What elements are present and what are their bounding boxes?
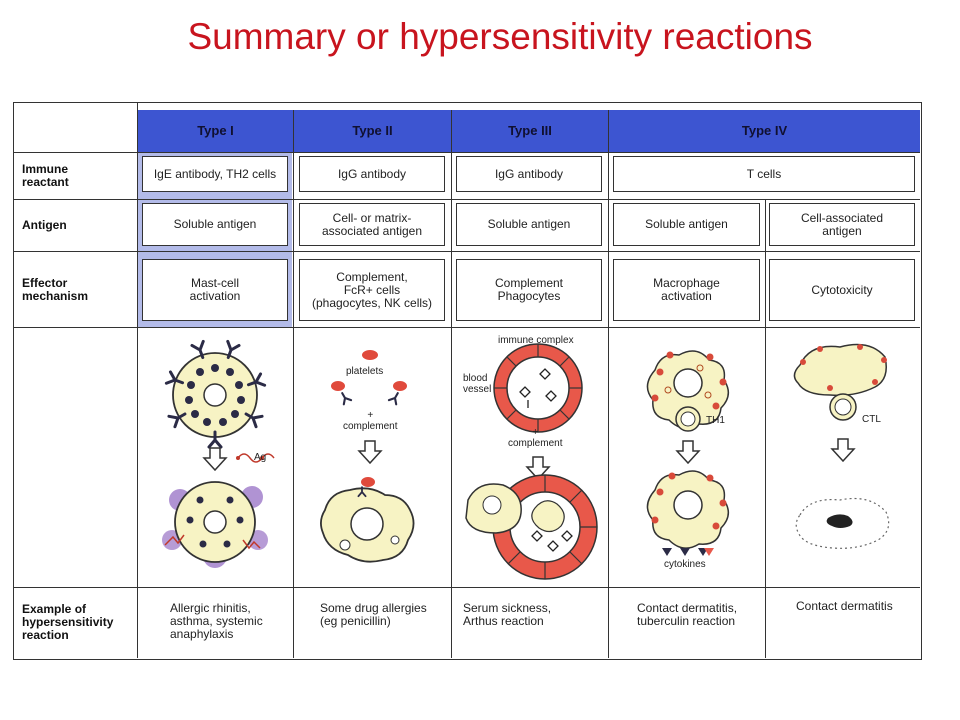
effector-type-iii: Complement Phagocytes <box>456 259 602 321</box>
th1-label: TH1 <box>706 415 725 426</box>
column-header-type-iv: Type IV <box>608 110 920 152</box>
page-title: Summary or hypersensitivity reactions <box>187 16 813 57</box>
example-type-iv-contact: Contact dermatitis, tuberculin reaction <box>637 601 738 628</box>
blood-vessel-icon <box>493 343 583 433</box>
example-type-i: Allergic rhinitis, asthma, systemic anap… <box>170 601 263 641</box>
row-label-effector: Effector mechanism <box>22 276 89 303</box>
column-divider <box>608 110 609 658</box>
cytokine-triangles <box>662 548 714 556</box>
row-divider <box>13 327 920 328</box>
immune-reactant-type-iv: T cells <box>613 156 915 192</box>
target-cell-ctl-icon <box>793 343 887 421</box>
row-label-immune-reactant: Immune reactant <box>22 162 69 189</box>
column-header-type-iii: Type III <box>451 110 608 152</box>
degranulated-mast-cell-icon <box>162 481 268 568</box>
immune-reactant-type-i: IgE antibody, TH2 cells <box>142 156 288 192</box>
example-type-iii: Serum sickness, Arthus reaction <box>463 601 552 628</box>
antigen-type-i: Soluble antigen <box>142 203 288 246</box>
row-label-example: Example of hypersensitivity reaction <box>22 602 114 642</box>
row-divider <box>13 587 920 588</box>
antigen-type-iii: Soluble antigen <box>456 203 602 246</box>
platelets-label: platelets <box>346 366 384 377</box>
example-type-iv-contact-dermatitis: Contact dermatitis <box>796 599 893 613</box>
macrophage-icon <box>646 350 730 432</box>
mast-cell-icon <box>164 339 267 449</box>
effector-type-iv-macrophage: Macrophage activation <box>613 259 760 321</box>
row-divider <box>13 251 920 252</box>
column-header-type-i: Type I <box>137 110 293 152</box>
ctl-label: CTL <box>862 414 881 425</box>
example-type-ii: Some drug allergies (eg penicillin) <box>320 601 427 628</box>
column-divider <box>765 199 766 658</box>
ag-label: Ag <box>254 452 267 463</box>
row-divider <box>13 199 920 200</box>
antigen-icon <box>237 453 275 463</box>
antigen-type-ii: Cell- or matrix- associated antigen <box>299 203 445 246</box>
row-divider <box>13 152 920 153</box>
activated-macrophage-icon <box>646 470 730 556</box>
blood-vessel-label: blood vessel <box>463 373 492 395</box>
row-label-antigen: Antigen <box>22 218 67 232</box>
antigen-type-iv-cell: Cell-associated antigen <box>769 203 915 246</box>
target-cell-icon <box>320 477 415 563</box>
effector-type-i: Mast-cell activation <box>142 259 288 321</box>
effector-type-iv-cytotoxicity: Cytotoxicity <box>769 259 915 321</box>
effector-type-ii: Complement, FcR+ cells (phagocytes, NK c… <box>299 259 445 321</box>
column-divider <box>137 102 138 658</box>
complement-label-type-ii: + complement <box>343 410 398 432</box>
column-divider <box>293 110 294 658</box>
lysed-cell-icon <box>795 497 890 549</box>
cytokines-label: cytokines <box>664 559 706 570</box>
complement-label-type-iii: + complement <box>508 427 563 449</box>
immune-reactant-type-ii: IgG antibody <box>299 156 445 192</box>
immune-reactant-type-iii: IgG antibody <box>456 156 602 192</box>
immune-complex-label: immune complex <box>498 335 574 346</box>
column-header-type-ii: Type II <box>293 110 451 152</box>
antigen-type-iv-soluble: Soluble antigen <box>613 203 760 246</box>
platelet-icon <box>331 350 407 391</box>
inflamed-vessel-icon <box>465 474 598 580</box>
column-divider <box>451 110 452 658</box>
